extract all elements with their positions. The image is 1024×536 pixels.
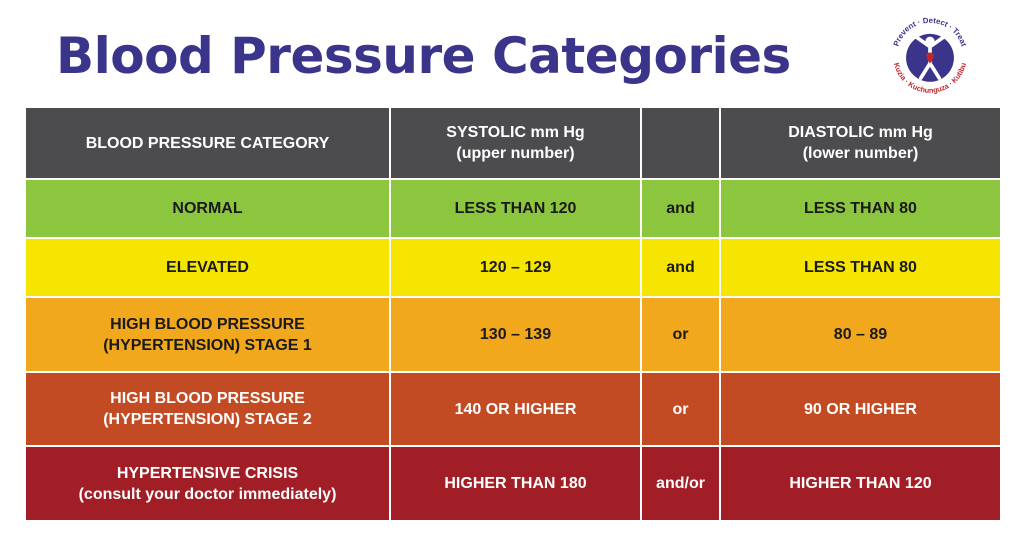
row-elevated-connector: and bbox=[642, 239, 719, 296]
row-elevated-systolic: 120 – 129 bbox=[391, 239, 640, 296]
header-connector bbox=[642, 108, 719, 178]
organization-logo-icon: Prevent · Detect · Treat Kuzia · Kuchung… bbox=[886, 12, 974, 100]
row-stage1-systolic: 130 – 139 bbox=[391, 298, 640, 371]
row-stage1-diastolic: 80 – 89 bbox=[721, 298, 1000, 371]
row-crisis-connector: and/or bbox=[642, 447, 719, 520]
row-normal-category: NORMAL bbox=[26, 180, 389, 237]
row-stage2-connector: or bbox=[642, 373, 719, 445]
row-normal-connector: and bbox=[642, 180, 719, 237]
row-elevated-category: ELEVATED bbox=[26, 239, 389, 296]
row-stage1-category: HIGH BLOOD PRESSURE (HYPERTENSION) STAGE … bbox=[26, 298, 389, 371]
header-category: BLOOD PRESSURE CATEGORY bbox=[26, 108, 389, 178]
row-stage2-diastolic: 90 OR HIGHER bbox=[721, 373, 1000, 445]
row-stage1-connector: or bbox=[642, 298, 719, 371]
row-elevated-diastolic: LESS THAN 80 bbox=[721, 239, 1000, 296]
row-normal-systolic: LESS THAN 120 bbox=[391, 180, 640, 237]
row-stage2-category: HIGH BLOOD PRESSURE (HYPERTENSION) STAGE … bbox=[26, 373, 389, 445]
row-crisis-diastolic: HIGHER THAN 120 bbox=[721, 447, 1000, 520]
row-stage2-systolic: 140 OR HIGHER bbox=[391, 373, 640, 445]
header-diastolic: DIASTOLIC mm Hg (lower number) bbox=[721, 108, 1000, 178]
row-normal-diastolic: LESS THAN 80 bbox=[721, 180, 1000, 237]
row-crisis-systolic: HIGHER THAN 180 bbox=[391, 447, 640, 520]
row-crisis-category: HYPERTENSIVE CRISIS (consult your doctor … bbox=[26, 447, 389, 520]
header-systolic: SYSTOLIC mm Hg (upper number) bbox=[391, 108, 640, 178]
page-title: Blood Pressure Categories bbox=[56, 27, 791, 85]
blood-pressure-table: BLOOD PRESSURE CATEGORY SYSTOLIC mm Hg (u… bbox=[26, 108, 1000, 520]
